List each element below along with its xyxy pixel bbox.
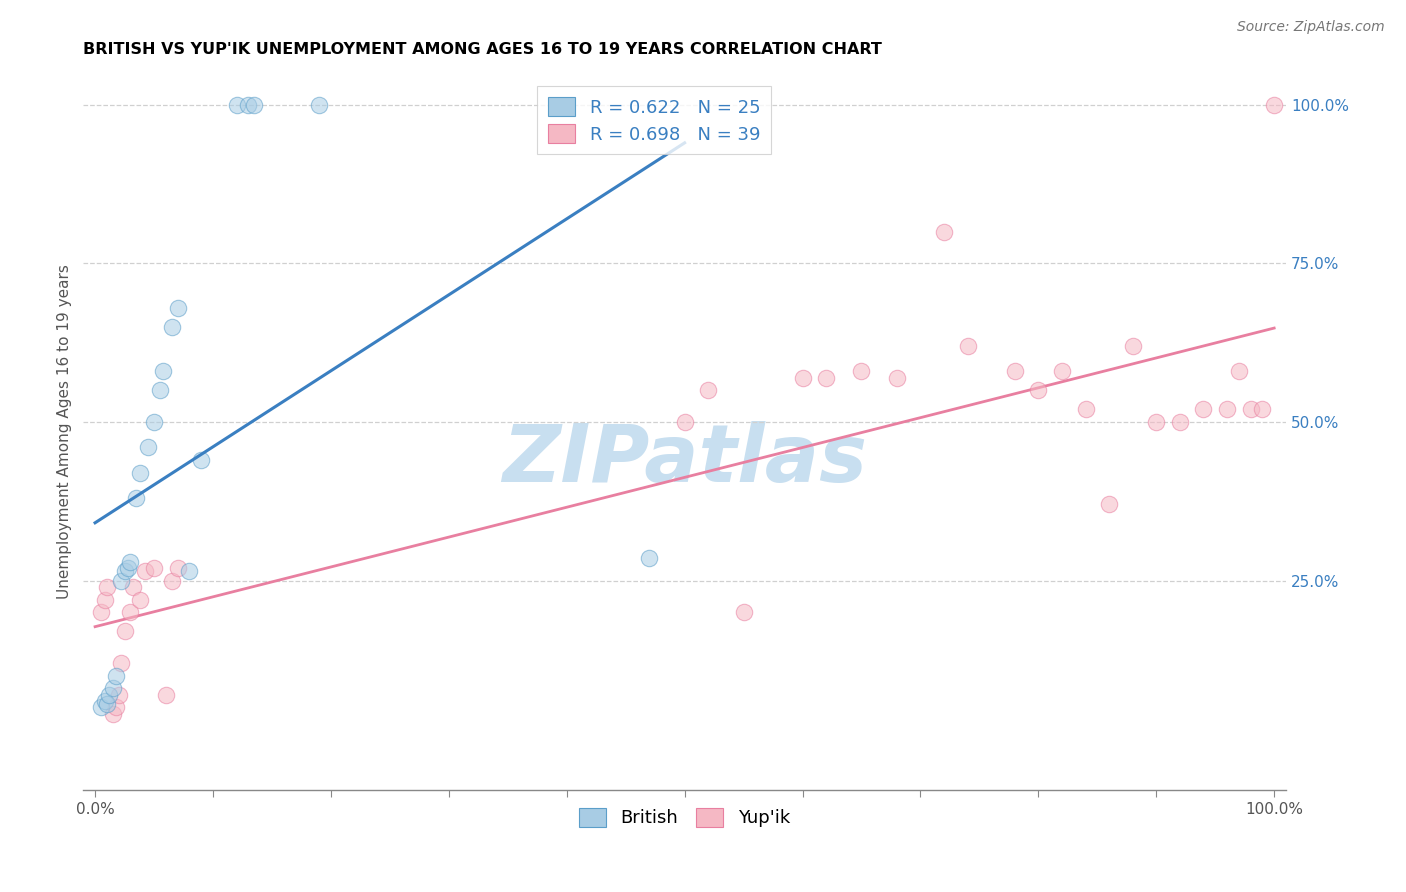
Point <box>1144 415 1167 429</box>
Point <box>1168 415 1191 429</box>
Point <box>308 98 330 112</box>
Point <box>225 98 247 112</box>
Point <box>90 700 112 714</box>
Point <box>238 98 260 112</box>
Point <box>886 370 908 384</box>
Point <box>673 415 696 429</box>
Point <box>697 384 720 398</box>
Point <box>1192 402 1215 417</box>
Point <box>98 688 121 702</box>
Point <box>932 225 955 239</box>
Point <box>638 551 661 566</box>
Point <box>792 370 814 384</box>
Point <box>114 564 136 578</box>
Point <box>107 688 129 702</box>
Legend: British, Yup'ik: British, Yup'ik <box>572 801 797 835</box>
Point <box>143 415 166 429</box>
Point <box>105 669 128 683</box>
Point <box>166 561 188 575</box>
Point <box>1263 98 1285 112</box>
Point <box>117 561 139 575</box>
Text: ZIPatlas: ZIPatlas <box>502 421 868 500</box>
Point <box>815 370 838 384</box>
Point <box>956 339 979 353</box>
Point <box>1004 364 1026 378</box>
Text: Source: ZipAtlas.com: Source: ZipAtlas.com <box>1237 20 1385 34</box>
Point <box>110 574 132 588</box>
Point <box>1227 364 1250 378</box>
Point <box>1098 498 1121 512</box>
Point <box>160 574 183 588</box>
Point <box>101 681 124 696</box>
Point <box>160 319 183 334</box>
Point <box>93 694 115 708</box>
Point <box>96 580 118 594</box>
Point <box>93 592 115 607</box>
Point <box>101 706 124 721</box>
Point <box>114 624 136 639</box>
Point <box>733 605 755 619</box>
Point <box>152 364 174 378</box>
Point <box>96 698 118 712</box>
Point <box>125 491 148 505</box>
Point <box>128 466 150 480</box>
Point <box>851 364 873 378</box>
Y-axis label: Unemployment Among Ages 16 to 19 years: Unemployment Among Ages 16 to 19 years <box>58 264 72 599</box>
Point <box>90 605 112 619</box>
Point <box>1074 402 1097 417</box>
Point <box>155 688 177 702</box>
Point <box>121 580 143 594</box>
Point <box>1122 339 1144 353</box>
Point <box>1050 364 1073 378</box>
Point <box>110 656 132 670</box>
Point <box>243 98 266 112</box>
Point <box>143 561 166 575</box>
Point <box>1251 402 1274 417</box>
Point <box>136 441 159 455</box>
Point <box>120 555 142 569</box>
Point <box>179 564 201 578</box>
Point <box>128 592 150 607</box>
Point <box>190 453 212 467</box>
Text: BRITISH VS YUP'IK UNEMPLOYMENT AMONG AGES 16 TO 19 YEARS CORRELATION CHART: BRITISH VS YUP'IK UNEMPLOYMENT AMONG AGE… <box>83 42 882 57</box>
Point <box>1239 402 1261 417</box>
Point <box>1028 384 1050 398</box>
Point <box>166 301 188 315</box>
Point <box>134 564 156 578</box>
Point <box>149 384 172 398</box>
Point <box>120 605 142 619</box>
Point <box>1216 402 1239 417</box>
Point <box>105 700 128 714</box>
